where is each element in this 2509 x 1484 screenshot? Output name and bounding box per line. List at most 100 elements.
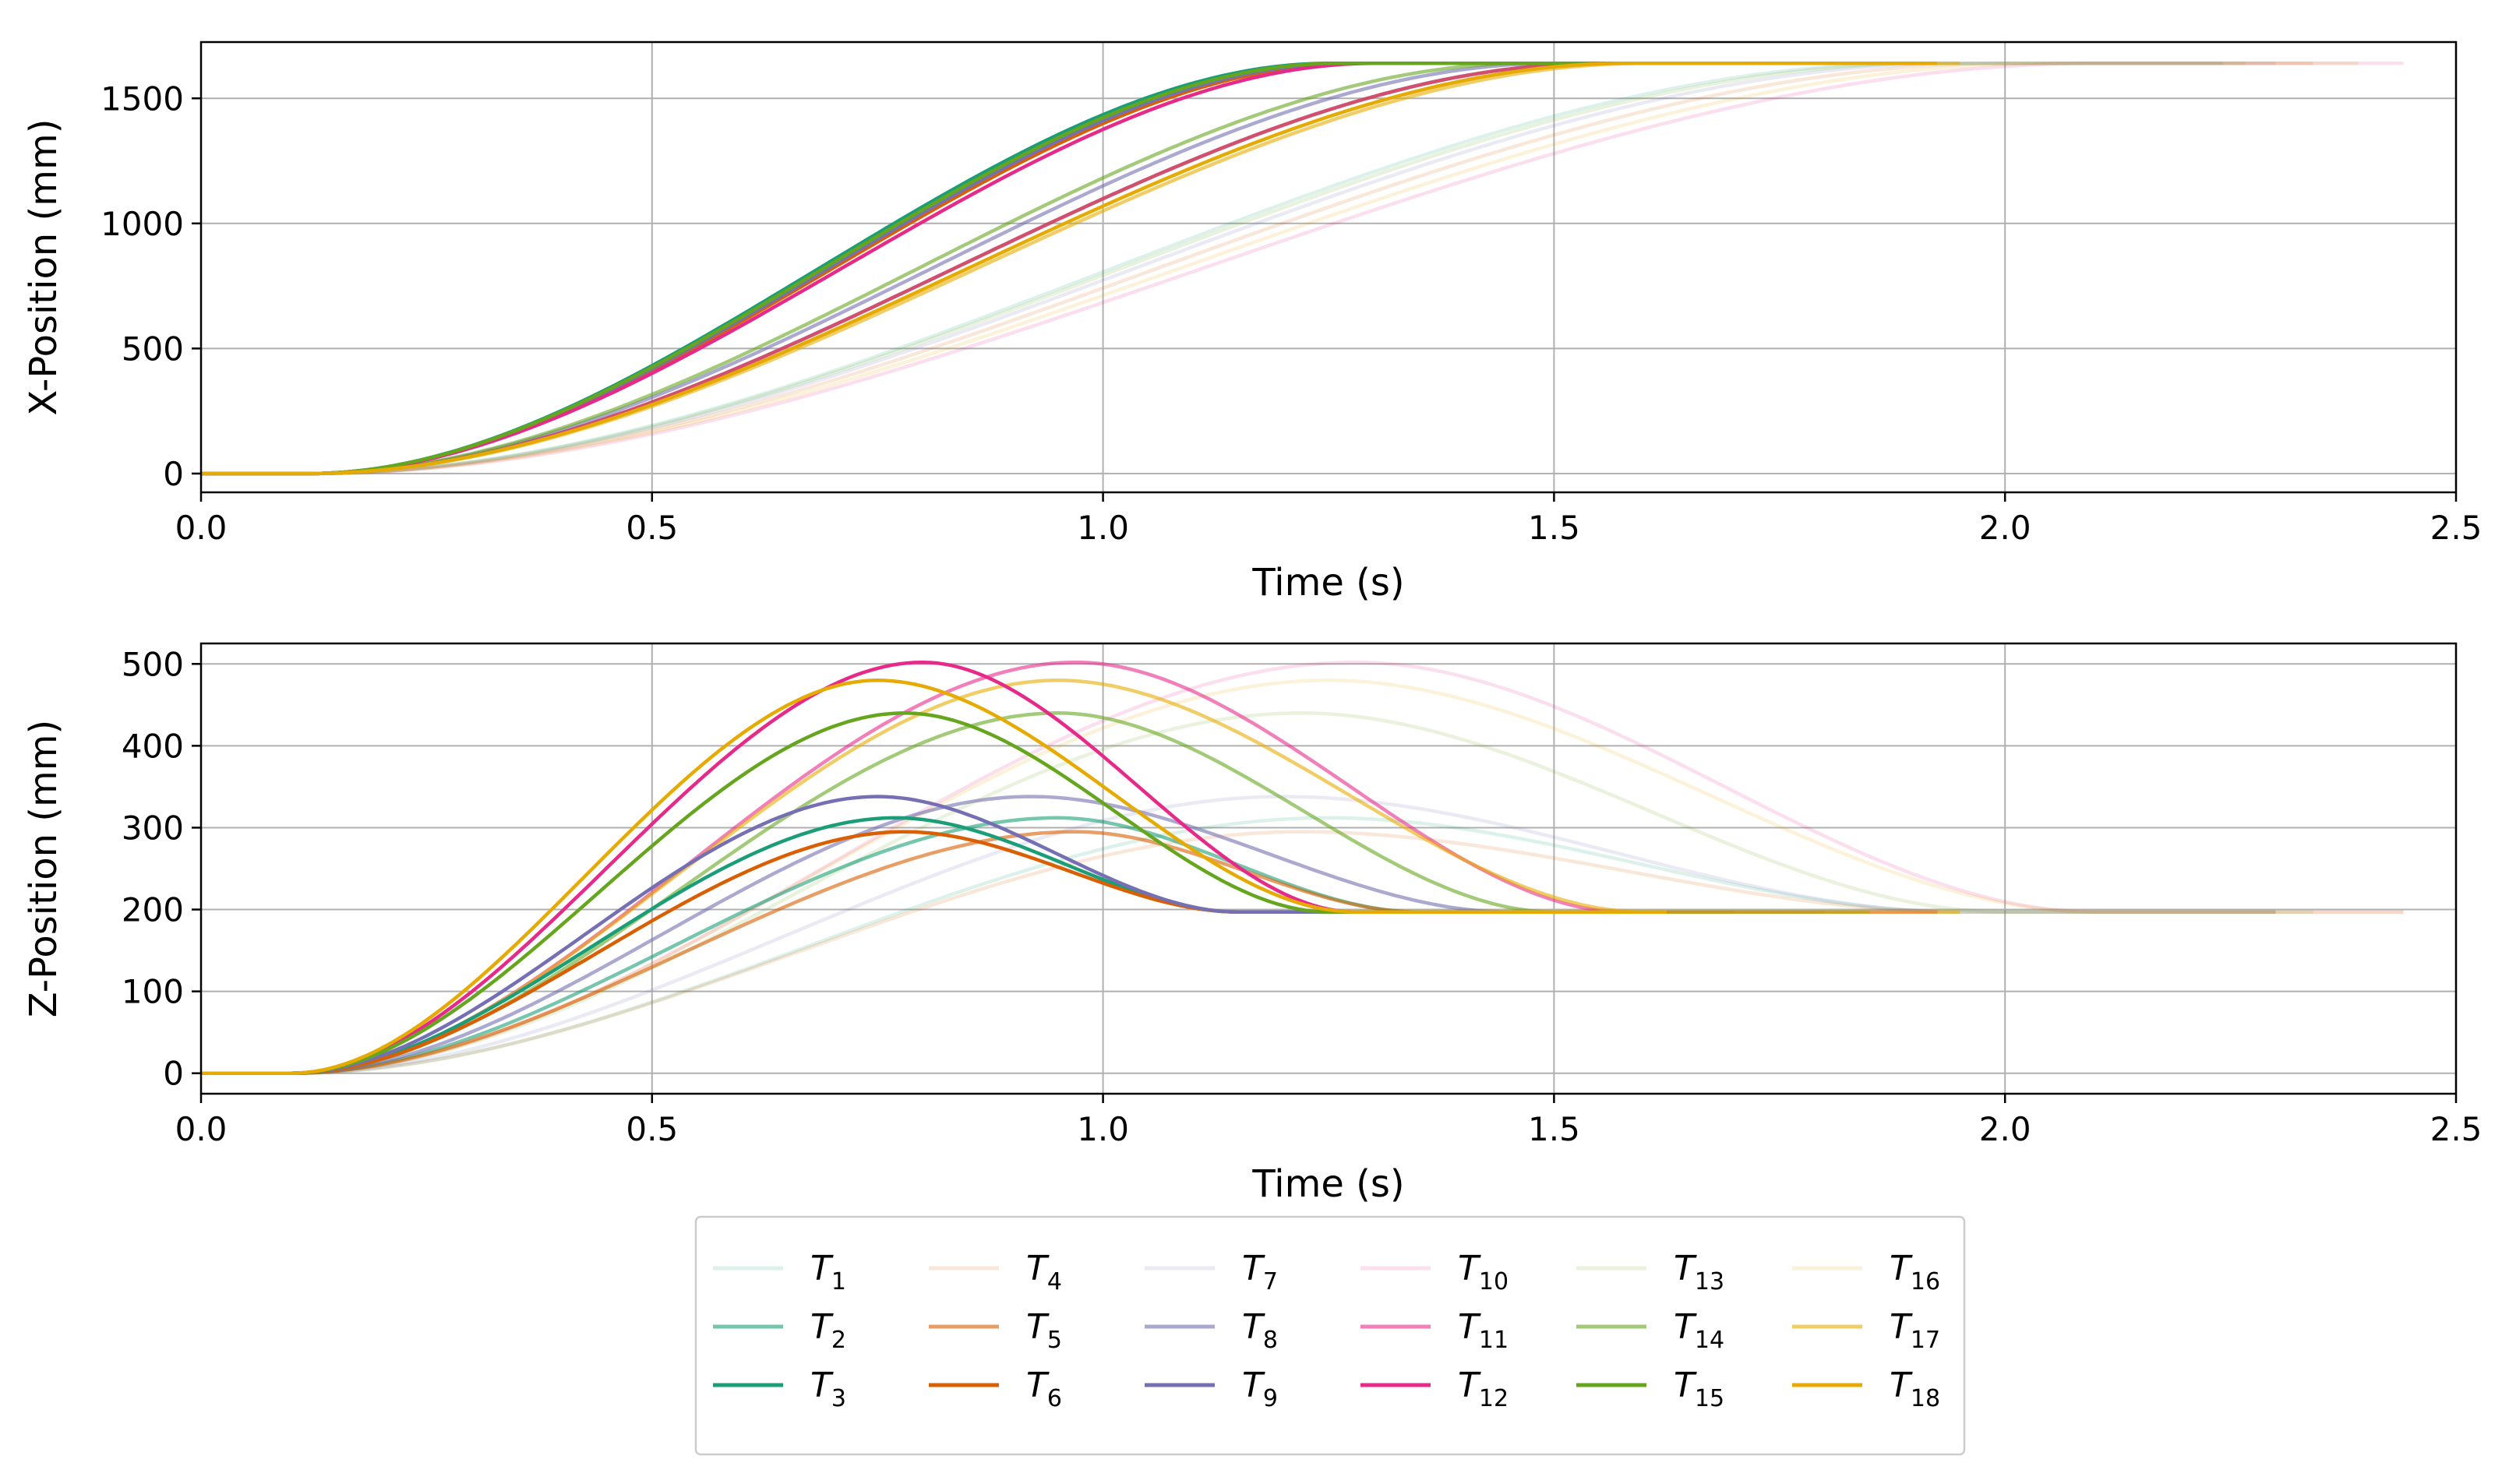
legend-label-sub: 17 bbox=[1911, 1327, 1940, 1354]
x-tick-label: 0.0 bbox=[175, 509, 228, 547]
legend-label-sub: 15 bbox=[1695, 1385, 1724, 1412]
legend-label-sub: 12 bbox=[1479, 1385, 1509, 1412]
series-line-T7 bbox=[201, 795, 2276, 1075]
legend-label-sub: 8 bbox=[1263, 1327, 1278, 1354]
x-tick-label: 1.0 bbox=[1077, 509, 1129, 547]
legend-label-main: T bbox=[1026, 1307, 1050, 1347]
series-line-T18 bbox=[201, 62, 1938, 476]
series-line-T18 bbox=[201, 679, 1667, 1075]
series-line-T13 bbox=[201, 62, 2246, 476]
x-tick-label: 0.5 bbox=[626, 1110, 678, 1148]
y-tick-label: 400 bbox=[122, 727, 184, 765]
series-line-T13 bbox=[201, 711, 2313, 1075]
legend-label-main: T bbox=[1242, 1249, 1265, 1288]
legend-item: T9 bbox=[1145, 1366, 1278, 1412]
series-line-T12 bbox=[201, 62, 1689, 476]
legend-label-main: T bbox=[1674, 1366, 1697, 1405]
x-tick-label: 0.0 bbox=[175, 1110, 228, 1148]
x-position-panel: 0.0 0.5 1.0 1.5 2.0 2.5 0 500 1000 1500 Time (s) X-… bbox=[22, 41, 2483, 605]
x-tick-label: 1.0 bbox=[1077, 1110, 1129, 1148]
legend-label-main: T bbox=[1674, 1307, 1697, 1347]
legend-label-main: T bbox=[1242, 1307, 1265, 1347]
x-tick-label: 2.5 bbox=[2430, 509, 2483, 547]
legend-label-sub: 16 bbox=[1911, 1268, 1940, 1295]
legend-item: T10 bbox=[1360, 1249, 1509, 1295]
x-tick-label: 0.5 bbox=[626, 509, 678, 547]
legend-item: T16 bbox=[1792, 1249, 1940, 1295]
x-tick-label: 1.5 bbox=[1528, 509, 1580, 547]
legend-item: T7 bbox=[1145, 1249, 1278, 1295]
legend: T1T2T3T4T5T6T7T8T9T10T11T12T13T14T15T16T… bbox=[694, 1215, 1966, 1456]
legend-label-sub: 14 bbox=[1695, 1327, 1724, 1354]
legend-label-sub: 18 bbox=[1911, 1385, 1940, 1412]
legend-label: T4 bbox=[1026, 1249, 1062, 1295]
legend-item: T18 bbox=[1792, 1366, 1940, 1412]
legend-item: T15 bbox=[1576, 1366, 1724, 1412]
legend-label: T18 bbox=[1890, 1366, 1940, 1412]
legend-label: T14 bbox=[1674, 1307, 1724, 1354]
legend-label-main: T bbox=[1242, 1366, 1265, 1405]
legend-label: T11 bbox=[1458, 1307, 1509, 1354]
legend-item: T17 bbox=[1792, 1307, 1940, 1354]
legend-item: T3 bbox=[713, 1366, 846, 1412]
y-axis-label: Z-Position (mm) bbox=[22, 720, 65, 1017]
legend-label-main: T bbox=[1890, 1249, 1913, 1288]
legend-label-sub: 2 bbox=[831, 1327, 846, 1354]
series-line-T10 bbox=[201, 660, 2404, 1075]
y-tick-label: 1000 bbox=[101, 205, 184, 243]
legend-label: T16 bbox=[1890, 1249, 1940, 1295]
y-tick-label: 300 bbox=[122, 809, 184, 847]
legend-box bbox=[694, 1215, 1966, 1456]
legend-item: T14 bbox=[1576, 1307, 1724, 1354]
y-tick-label: 200 bbox=[122, 891, 184, 929]
legend-label: T8 bbox=[1242, 1307, 1278, 1354]
legend-label: T17 bbox=[1890, 1307, 1940, 1354]
legend-label-main: T bbox=[1026, 1366, 1050, 1405]
legend-label: T7 bbox=[1242, 1249, 1278, 1295]
legend-label-sub: 5 bbox=[1047, 1327, 1062, 1354]
legend-label-main: T bbox=[810, 1366, 834, 1405]
legend-label: T13 bbox=[1674, 1249, 1724, 1295]
axes-frame bbox=[199, 41, 2458, 494]
x-axis-label: Time (s) bbox=[1251, 1162, 1404, 1206]
y-tick-label: 0 bbox=[163, 1055, 184, 1093]
series-line-T4 bbox=[201, 62, 2313, 476]
series-line-T15 bbox=[201, 62, 1652, 476]
series-lines bbox=[201, 62, 2404, 476]
series-line-T10 bbox=[201, 62, 2404, 476]
legend-label: T2 bbox=[810, 1307, 846, 1354]
legend-label-main: T bbox=[1458, 1366, 1481, 1405]
series-line-T14 bbox=[201, 711, 1870, 1075]
y-axis-label: X-Position (mm) bbox=[22, 119, 65, 416]
y-tick-label: 0 bbox=[163, 455, 184, 493]
y-tick-label: 1500 bbox=[101, 79, 184, 118]
x-tick-label: 2.0 bbox=[1979, 509, 2031, 547]
legend-label-main: T bbox=[1458, 1307, 1481, 1347]
legend-label-main: T bbox=[810, 1307, 834, 1347]
legend-label: T10 bbox=[1458, 1249, 1509, 1295]
legend-label-sub: 7 bbox=[1263, 1268, 1278, 1295]
legend-label-sub: 9 bbox=[1263, 1385, 1278, 1412]
legend-label-main: T bbox=[810, 1249, 834, 1288]
series-line-T15 bbox=[201, 711, 1645, 1075]
legend-label-sub: 13 bbox=[1695, 1268, 1724, 1295]
legend-label-sub: 4 bbox=[1047, 1268, 1062, 1295]
series-line-T3 bbox=[201, 62, 1645, 476]
legend-label: T5 bbox=[1026, 1307, 1062, 1354]
legend-label-main: T bbox=[1890, 1307, 1913, 1347]
legend-item: T6 bbox=[929, 1366, 1062, 1412]
legend-label-sub: 1 bbox=[831, 1268, 846, 1295]
y-tick-label: 100 bbox=[122, 973, 184, 1011]
series-line-T1 bbox=[201, 62, 2223, 476]
series-line-T16 bbox=[201, 62, 2359, 476]
legend-label-main: T bbox=[1458, 1249, 1481, 1288]
legend-label-main: T bbox=[1890, 1366, 1913, 1405]
axes-frame bbox=[199, 642, 2458, 1095]
legend-label: T3 bbox=[810, 1366, 846, 1412]
y-tick-label: 500 bbox=[122, 645, 184, 683]
legend-item: T5 bbox=[929, 1307, 1062, 1354]
series-line-T7 bbox=[201, 62, 2276, 476]
y-tick-label: 500 bbox=[122, 330, 184, 368]
series-line-T12 bbox=[201, 660, 1667, 1075]
